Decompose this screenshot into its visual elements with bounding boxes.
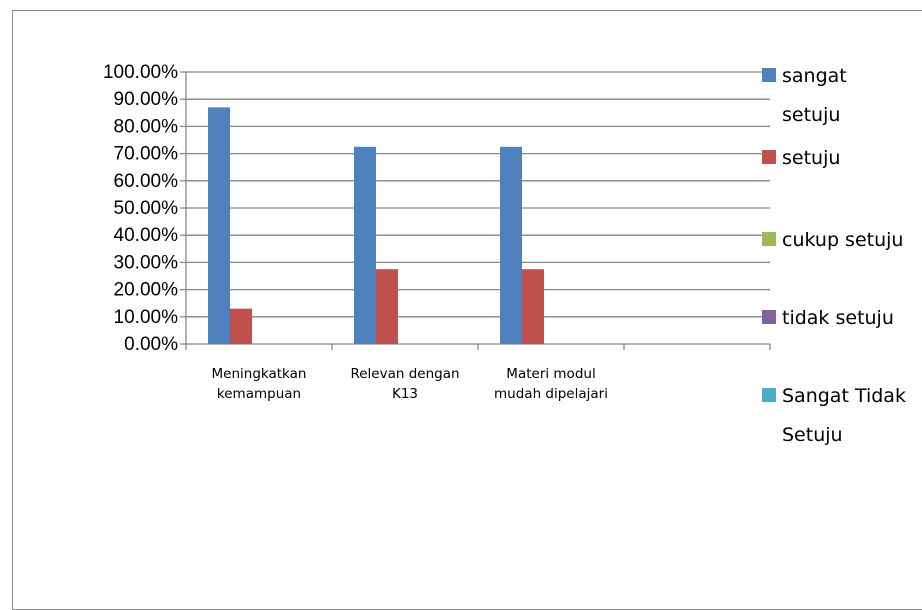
legend-swatch	[762, 388, 776, 402]
x-tick-label: kemampuan	[217, 386, 301, 402]
x-tick-label: K13	[392, 386, 418, 402]
bar	[354, 146, 376, 344]
bar	[230, 308, 252, 344]
x-tick-label: Relevan dengan	[350, 366, 459, 382]
legend-swatch	[762, 68, 776, 82]
legend-label: setuju	[782, 147, 840, 169]
y-tick-label: 80.00%	[114, 116, 179, 137]
y-tick-label: 60.00%	[114, 171, 179, 192]
bar-chart: 0.00% 10.00% 20.00% 30.00% 40.00% 50.00% 60.00…	[103, 62, 906, 446]
bar	[376, 269, 398, 344]
legend-swatch	[762, 310, 776, 324]
legend-label: setuju	[782, 104, 840, 126]
y-tick-label: 50.00%	[114, 198, 179, 219]
y-tick-label: 0.00%	[124, 334, 178, 355]
legend-label: tidak setuju	[782, 307, 894, 329]
x-tick-label: mudah dipelajari	[494, 386, 608, 402]
bar	[500, 146, 522, 344]
x-tick-label: Meningkatkan	[212, 366, 307, 382]
y-tick-label: 90.00%	[114, 89, 179, 110]
x-tick-label: Materi modul	[506, 366, 595, 382]
legend-label: Sangat Tidak	[782, 385, 906, 407]
bar	[208, 107, 230, 344]
y-tick-label: 30.00%	[114, 252, 179, 273]
y-tick-label: 70.00%	[114, 144, 179, 165]
y-tick-label: 20.00%	[114, 280, 179, 301]
bar	[522, 269, 544, 344]
legend-swatch	[762, 150, 776, 164]
legend-label: cukup setuju	[782, 229, 903, 251]
y-tick-label: 40.00%	[114, 225, 179, 246]
y-tick-label: 100.00%	[103, 62, 178, 83]
y-tick-label: 10.00%	[114, 307, 179, 328]
legend-label: Setuju	[782, 424, 843, 446]
legend-label: sangat	[782, 65, 847, 87]
legend-swatch	[762, 232, 776, 246]
